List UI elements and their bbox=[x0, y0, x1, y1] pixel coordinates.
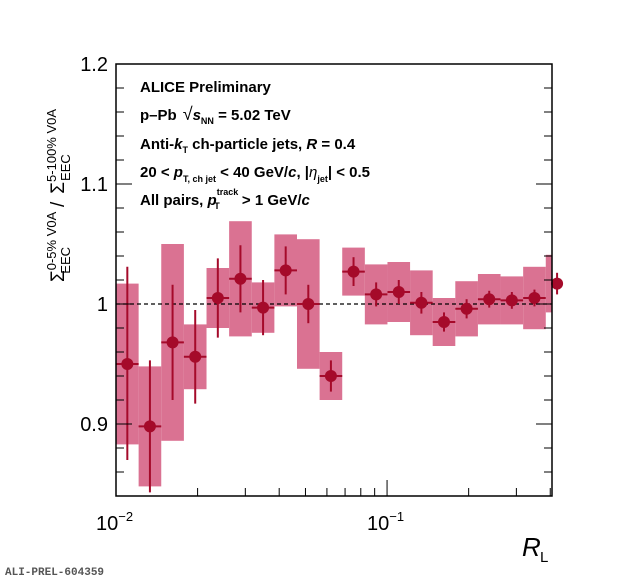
annotation-jet-definition: Anti-kT ch-particle jets, R = 0.4 bbox=[140, 136, 356, 155]
marker bbox=[166, 336, 179, 349]
x-axis-title-subscript: L bbox=[540, 549, 548, 566]
marker bbox=[302, 298, 315, 310]
y-tick-label: 0.9 bbox=[80, 414, 108, 436]
data-point bbox=[364, 282, 388, 307]
y-title-slash: / bbox=[48, 201, 69, 207]
data-point bbox=[229, 245, 252, 313]
data-point bbox=[410, 292, 433, 314]
data-point bbox=[183, 310, 207, 404]
y-tick-label: 1.1 bbox=[80, 174, 108, 196]
data-point bbox=[161, 284, 184, 400]
data-point bbox=[551, 272, 564, 295]
data-point bbox=[500, 292, 524, 309]
annotation-collision-system: p–Pb √sNN = 5.02 TeV bbox=[140, 104, 291, 126]
marker bbox=[437, 316, 450, 328]
data-point bbox=[116, 266, 139, 460]
data-point bbox=[138, 360, 162, 493]
marker bbox=[483, 293, 496, 306]
y-title-sub-2: EEC bbox=[58, 154, 73, 181]
y-title-sub-1: EEC bbox=[58, 247, 73, 274]
x-tick-label: 10−2 bbox=[96, 509, 133, 535]
marker bbox=[279, 264, 292, 277]
data-point bbox=[296, 284, 320, 324]
x-tick-labels: 10−2 10−1 bbox=[96, 509, 404, 535]
marker bbox=[370, 288, 383, 301]
data-point bbox=[342, 257, 365, 286]
marker bbox=[143, 420, 156, 433]
y-title-sigma-1: Σ bbox=[48, 270, 69, 282]
marker bbox=[324, 370, 337, 382]
data-point bbox=[523, 289, 546, 307]
y-title-sup-1: 0-5% V0A bbox=[44, 211, 59, 270]
data-point bbox=[455, 299, 478, 319]
data-point bbox=[319, 360, 343, 392]
marker bbox=[392, 286, 405, 298]
marker bbox=[460, 302, 473, 315]
marker bbox=[528, 292, 541, 304]
systematic-boxes bbox=[116, 221, 552, 487]
y-tick-labels: 0.9 1 1.1 1.2 bbox=[80, 54, 108, 436]
y-title-sup-2: 5-100% V0A bbox=[44, 109, 59, 182]
marker bbox=[234, 272, 247, 285]
axis-ticks bbox=[115, 63, 552, 497]
y-axis-title: Σ0-5% V0AEEC/Σ5-100% V0AEEC bbox=[44, 109, 73, 282]
systematic-box bbox=[545, 254, 552, 313]
data-point bbox=[251, 280, 275, 336]
figure-id: ALI-PREL-604359 bbox=[5, 567, 105, 579]
annotation-kinematic-cuts: 20 < pT, ch jet < 40 GeV/c, |ηjet| < 0.5 bbox=[140, 164, 370, 184]
x-tick-label: 10−1 bbox=[367, 509, 404, 535]
annotation-track-cut: All pairs, ptrack T > 1 GeV/c bbox=[140, 187, 311, 211]
annotation-alice-preliminary: ALICE Preliminary bbox=[140, 79, 272, 96]
y-tick-label: 1 bbox=[97, 294, 108, 316]
data-point bbox=[206, 258, 230, 338]
marker bbox=[551, 277, 564, 290]
x-axis-title: R bbox=[522, 532, 541, 562]
data-point bbox=[274, 246, 297, 295]
marker bbox=[257, 301, 270, 314]
y-tick-label: 1.2 bbox=[80, 54, 108, 76]
data-point bbox=[477, 290, 501, 308]
marker bbox=[347, 265, 360, 278]
marker bbox=[505, 294, 518, 307]
data-points bbox=[116, 245, 564, 493]
marker bbox=[189, 350, 202, 363]
svg-text:Σ0-5% V0AEEC/Σ5-100% V0AEEC: Σ0-5% V0AEEC/Σ5-100% V0AEEC bbox=[44, 109, 73, 282]
annotation-block: ALICE Preliminary p–Pb √sNN = 5.02 TeV An… bbox=[140, 79, 370, 211]
marker bbox=[121, 358, 134, 370]
y-title-sigma-2: Σ bbox=[48, 182, 69, 194]
data-point bbox=[387, 280, 411, 304]
marker bbox=[415, 296, 428, 309]
data-point bbox=[432, 312, 456, 332]
marker bbox=[211, 292, 224, 304]
